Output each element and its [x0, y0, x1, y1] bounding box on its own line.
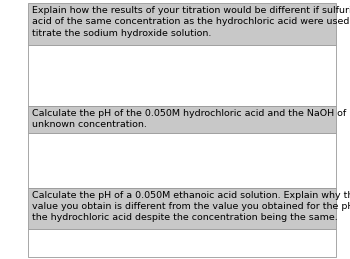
Text: Calculate the pH of the 0.050M hydrochloric acid and the NaOH of
unknown concent: Calculate the pH of the 0.050M hydrochlo… — [32, 109, 346, 130]
Bar — [28, 3, 336, 45]
Text: Explain how the results of your titration would be different if sulfuric
acid of: Explain how the results of your titratio… — [32, 6, 350, 38]
Bar — [28, 45, 336, 106]
Text: Calculate the pH of a 0.050M ethanoic acid solution. Explain why the
value you o: Calculate the pH of a 0.050M ethanoic ac… — [32, 191, 350, 222]
Bar — [28, 133, 336, 188]
Bar — [28, 106, 336, 133]
Bar — [28, 188, 336, 229]
Bar — [28, 229, 336, 257]
